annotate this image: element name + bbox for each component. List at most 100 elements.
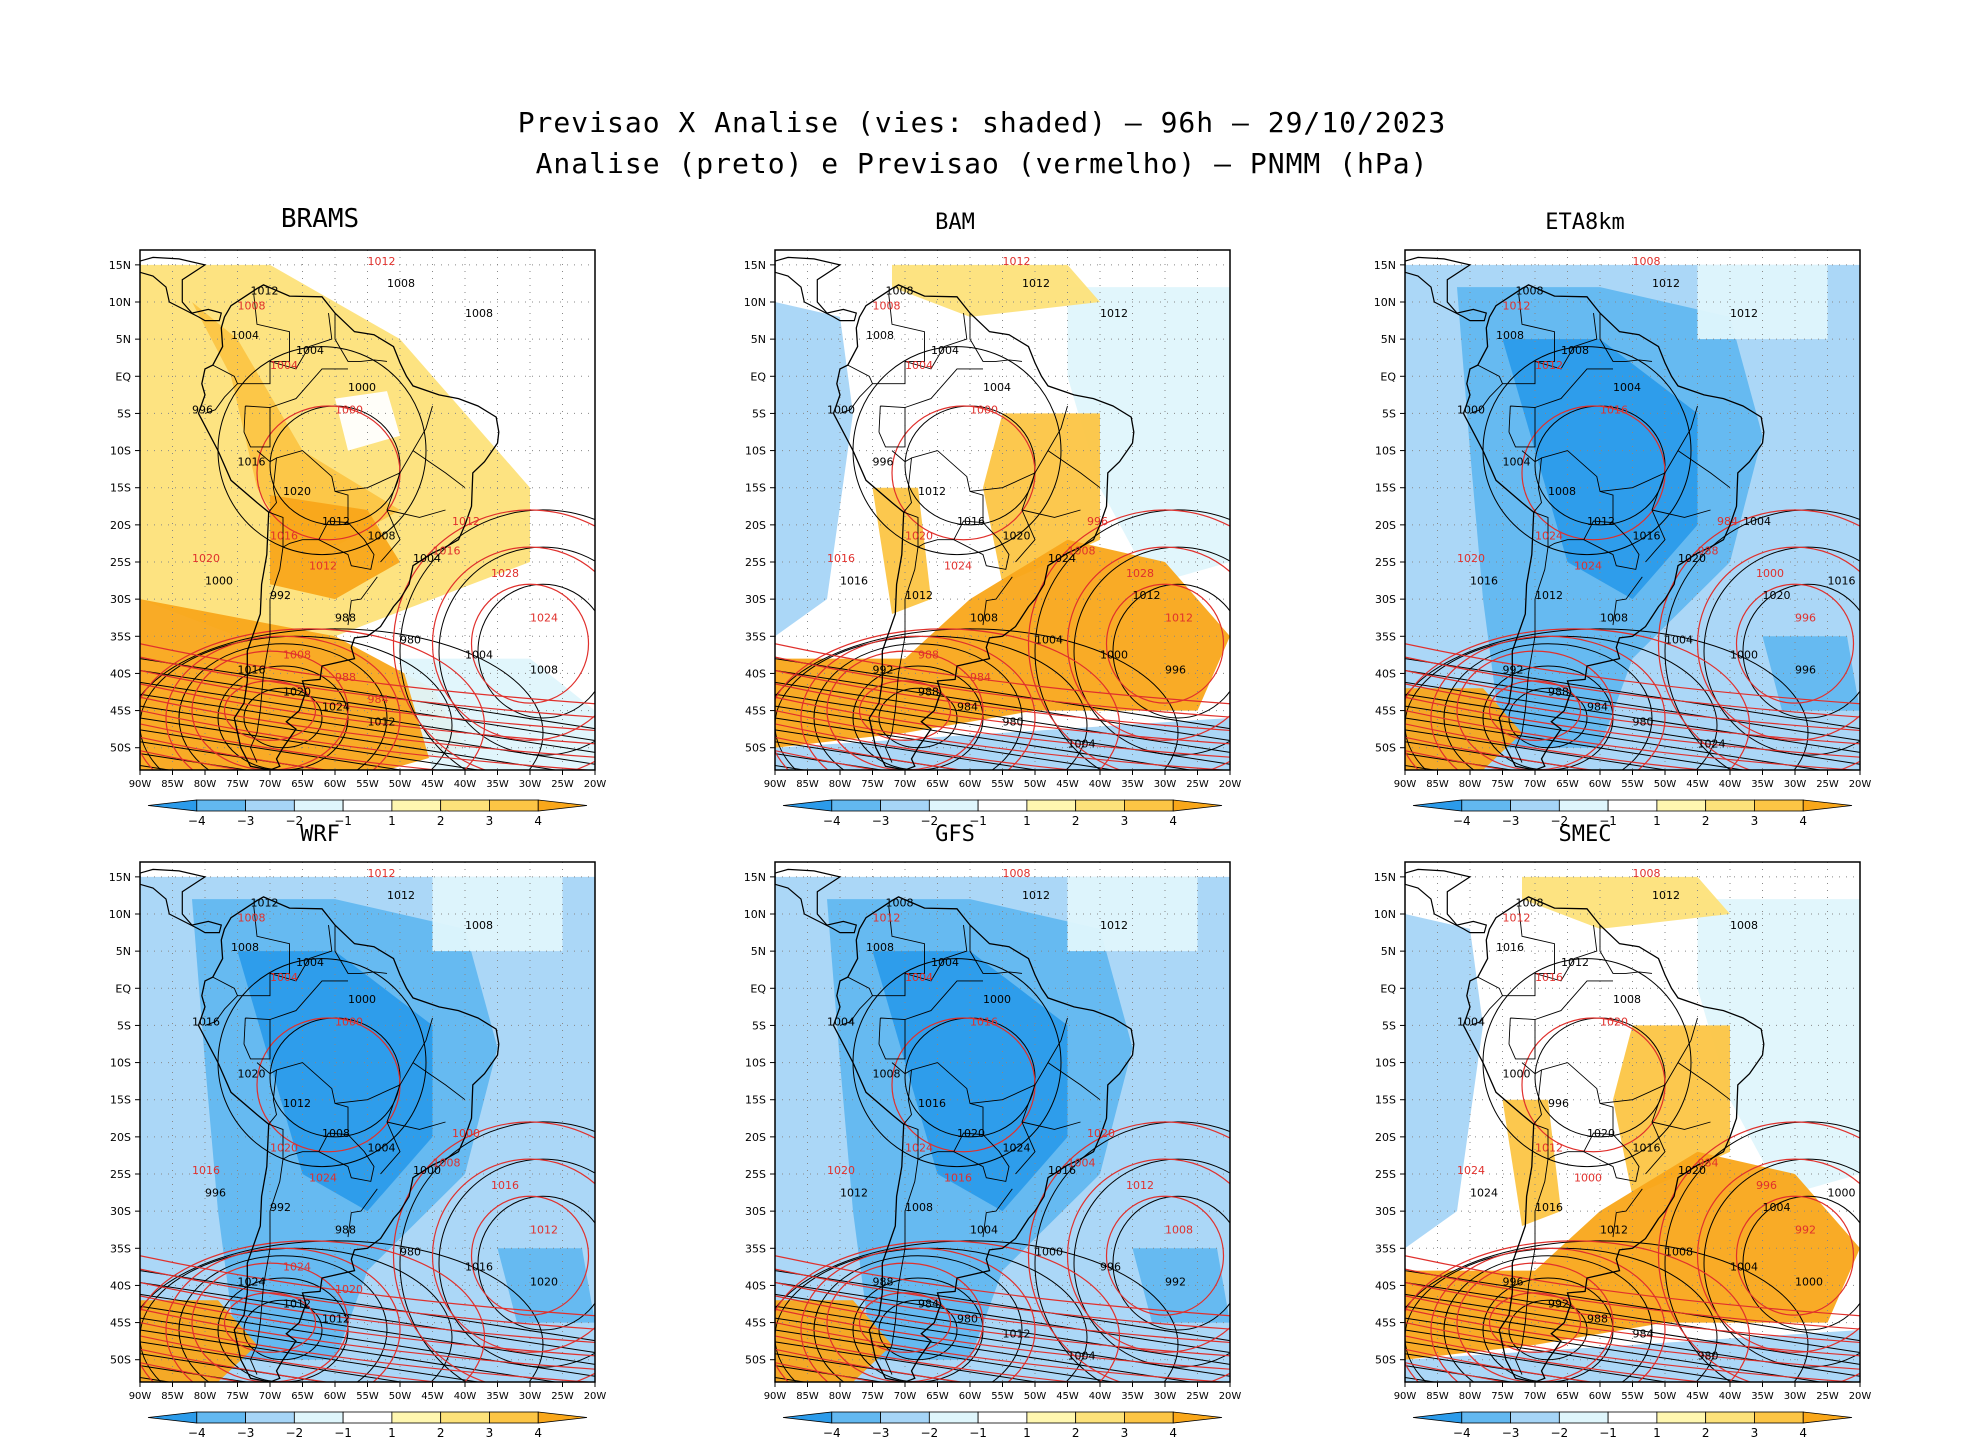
isobar-label-analysis: 1012: [1022, 277, 1050, 290]
isobar-label-analysis: 1016: [192, 1015, 220, 1028]
country-border: [904, 925, 968, 982]
colorbar-segment: [880, 1411, 930, 1424]
panel-eta8km: ETA8km 1008 1012 1012 1008 1008 1004 1000 1004 10…: [1265, 210, 1905, 830]
colorbar-segment: [1124, 1411, 1174, 1424]
country-border: [1521, 1062, 1542, 1075]
lat-tick-label: 50S: [745, 742, 766, 755]
forecast-isobar: [775, 1255, 1230, 1317]
analysis-isobar: [140, 635, 453, 770]
lon-tick-label: 90W: [764, 779, 787, 790]
map-grid: [775, 250, 1230, 770]
isobar-label-analysis: 1008: [970, 611, 998, 624]
country-border: [243, 405, 271, 448]
forecast-isobar: [140, 683, 595, 745]
lat-tick-label: 15S: [745, 482, 766, 495]
colorbar-segment: [1124, 799, 1174, 812]
isobar-label-analysis: 1016: [238, 663, 266, 676]
isobar-label-analysis: 1000: [1503, 1067, 1531, 1080]
country-border: [1534, 925, 1598, 982]
forecast-isobar: [775, 1308, 1230, 1370]
isobar-label-analysis: 1008: [368, 530, 396, 543]
analysis-isobar: [775, 1247, 1088, 1382]
bias-shading-region: [1522, 876, 1730, 929]
lon-tick-label: 25W: [1816, 1391, 1839, 1402]
lat-tick-label: 30S: [110, 593, 131, 606]
lat-tick-label: 20S: [745, 519, 766, 532]
forecast-isobar: [470, 1195, 590, 1316]
isobar-label-forecast: 1004: [270, 359, 298, 372]
isobar-label-forecast: 1008: [1633, 255, 1661, 268]
analysis-isobar: [1405, 717, 1747, 770]
country-border: [386, 509, 446, 518]
isobar-label-forecast: 1012: [368, 867, 396, 880]
forecast-isobar: [775, 1362, 879, 1382]
lon-tick-label: 30W: [1784, 779, 1807, 790]
isobar-label-analysis: 984: [957, 701, 978, 714]
country-border: [904, 980, 983, 1020]
analysis-isobar: [1405, 1341, 1670, 1382]
isobar-label-analysis: 1000: [205, 574, 233, 587]
colorbar-segment: [342, 1411, 393, 1424]
analysis-isobar: [1405, 1247, 1718, 1382]
colorbar-tick-label: 2: [1072, 1426, 1080, 1440]
isobar-label-analysis: 1004: [413, 552, 441, 565]
country-border: [891, 450, 912, 463]
forecast-isobar: [1405, 1308, 1860, 1370]
colorbar-segment: [1754, 799, 1804, 812]
country-border: [885, 547, 919, 763]
analysis-isobar: [438, 1158, 595, 1368]
country-border: [1534, 980, 1613, 1020]
forecast-isobar: [1405, 1362, 1509, 1382]
lat-tick-label: 5S: [752, 1019, 766, 1032]
isobar-label-analysis: 1020: [1678, 552, 1706, 565]
isobar-label-analysis: 1008: [1730, 919, 1758, 932]
country-border: [1015, 1084, 1036, 1175]
lon-tick-label: 75W: [861, 1391, 884, 1402]
colorbar-tick-label: −2: [1550, 814, 1568, 828]
country-border: [1599, 1017, 1698, 1104]
isobar-label-forecast: 1004: [270, 971, 298, 984]
forecast-isobar: [1066, 1158, 1230, 1353]
lat-tick-label: 5N: [1381, 945, 1396, 958]
forecast-isobar: [1456, 1262, 1614, 1382]
country-border: [243, 1017, 271, 1060]
colorbar-segment: [147, 799, 198, 812]
colorbar-tick-label: −4: [188, 814, 206, 828]
isobar-label-analysis: 988: [1587, 1313, 1608, 1326]
forecast-isobar: [431, 1158, 595, 1353]
lon-tick-label: 35W: [1121, 1391, 1144, 1402]
lat-tick-label: 45S: [745, 705, 766, 718]
country-border: [269, 980, 348, 1020]
lat-tick-label: 45S: [110, 1317, 131, 1330]
forecast-isobar: [140, 1281, 595, 1344]
isobar-label-analysis: 1004: [1730, 1261, 1758, 1274]
lon-tick-label: 85W: [1426, 1391, 1449, 1402]
panel-wrf: WRF 1012 1012 1008 1008 1004 1000 1016 1020 1012 1…: [0, 822, 640, 1442]
isobar-label-analysis: 1012: [1587, 515, 1615, 528]
lat-tick-label: 15N: [109, 871, 131, 884]
isobar-label-forecast: 996: [1795, 611, 1816, 624]
colorbar-segment: [1026, 1411, 1077, 1424]
lon-tick-label: 35W: [486, 779, 509, 790]
isobar-label-analysis: 1012: [905, 589, 933, 602]
colorbar-tick-label: −3: [237, 814, 255, 828]
analysis-isobar: [1073, 546, 1230, 756]
lon-tick-label: 90W: [129, 1391, 152, 1402]
colorbar-tick-label: −3: [872, 1426, 890, 1440]
isobar-label-analysis: 1004: [465, 649, 493, 662]
lat-tick-label: EQ: [1380, 370, 1396, 383]
colorbar-tick-label: −1: [1599, 1426, 1617, 1440]
lat-tick-label: 30S: [1375, 593, 1396, 606]
country-border: [318, 1134, 375, 1182]
colorbar-tick-label: −4: [1453, 814, 1471, 828]
lon-tick-label: 50W: [389, 779, 412, 790]
isobar-label-forecast: 1008: [283, 649, 311, 662]
isobar-label-analysis: 1016: [1496, 941, 1524, 954]
forecast-isobar: [775, 1335, 1077, 1382]
isobar-label-analysis: 1004: [983, 381, 1011, 394]
isobar-label-analysis: 984: [918, 1298, 939, 1311]
analysis-isobar: [178, 643, 388, 770]
lat-tick-label: 20S: [110, 1131, 131, 1144]
isobar-label-analysis: 992: [1503, 663, 1524, 676]
isobar-label-forecast: 1020: [905, 530, 933, 543]
